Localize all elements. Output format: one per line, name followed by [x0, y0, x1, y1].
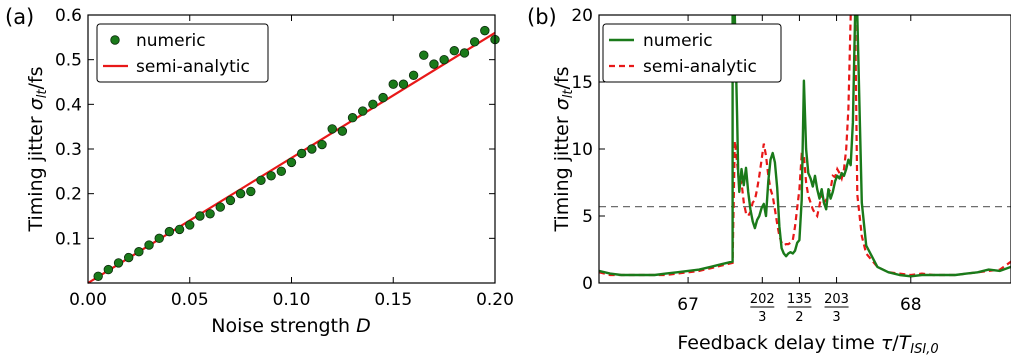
- panel-a-label: (a): [5, 5, 34, 29]
- fraction-numerator: 203: [824, 292, 849, 307]
- panel-a-point-numeric: [235, 188, 246, 199]
- panel-a-point-numeric: [93, 271, 103, 282]
- panel-a-point-numeric: [469, 37, 480, 47]
- panel-a-point-numeric: [398, 79, 409, 89]
- panel-a-y-axis-label: Timing jitter σlt/fs: [25, 67, 50, 233]
- panel-b-y-tick-label: 20: [571, 6, 593, 26]
- panel-a-point-numeric: [408, 70, 419, 81]
- panel-b-label: (b): [527, 5, 557, 29]
- panel-a-point-numeric: [144, 240, 154, 250]
- fraction-denominator: 3: [758, 310, 766, 325]
- panel-a-point-numeric: [276, 166, 287, 177]
- panel-a-legend-box: [96, 23, 269, 83]
- fraction-denominator: 3: [832, 310, 840, 325]
- panel-a-point-numeric: [296, 148, 307, 159]
- panel-a-point-numeric: [174, 224, 185, 235]
- panel-b-legend-label-numeric: numeric: [643, 31, 713, 51]
- panel-b-y-tick-label: 10: [571, 140, 593, 160]
- panel-b-x-tick-label: 68: [900, 295, 922, 315]
- panel-a-y-tick-label: 0.2: [55, 185, 82, 205]
- panel-a-point-numeric: [246, 186, 256, 197]
- panel-b-y-axis-label: Timing jitter σlt/fs: [551, 67, 576, 233]
- panel-b-legend: numeric semi-analytic: [602, 23, 782, 83]
- panel-a-point-numeric: [205, 209, 215, 219]
- panel-b-legend-label-semi-analytic: semi-analytic: [643, 57, 757, 77]
- panel-a-point-numeric: [266, 171, 276, 181]
- panel-a-point-numeric: [103, 264, 114, 275]
- panel-a-point-numeric: [378, 92, 388, 103]
- panel-a-y-tick-label: 0.1: [55, 229, 82, 249]
- panel-a-legend-marker-numeric: [110, 35, 120, 45]
- panel-b-y-tick-label: 15: [571, 73, 593, 93]
- panel-a-point-numeric: [459, 48, 470, 58]
- panel-a-x-tick-label: 0.15: [374, 290, 412, 310]
- panel-a-point-numeric: [449, 46, 460, 56]
- panel-a-point-numeric: [358, 106, 368, 116]
- panel-a-point-numeric: [215, 202, 225, 212]
- panel-a-plot-area: [87, 25, 500, 284]
- panel-a: 0.00 0.05 0.10 0.15 0.20 0.1 0.2 0.3 0.4 0.5 0.6 (…: [5, 5, 514, 337]
- panel-a-point-numeric: [154, 233, 164, 244]
- panel-a-y-tick-label: 0.6: [55, 6, 82, 26]
- panel-a-point-numeric: [113, 258, 124, 268]
- panel-b-legend-box: [602, 23, 782, 83]
- panel-a-point-numeric: [123, 252, 134, 263]
- panel-a-point-numeric: [429, 59, 439, 69]
- panel-a-point-numeric: [419, 50, 429, 60]
- panel-a-point-numeric: [164, 226, 175, 237]
- panel-a-point-numeric: [256, 175, 266, 185]
- panel-b-x-axis-label: Feedback delay time τ/TISI,0: [677, 332, 938, 357]
- panel-a-legend: numeric semi-analytic: [96, 23, 269, 83]
- panel-a-point-numeric: [439, 54, 449, 65]
- panel-a-y-tick-label: 0.3: [55, 140, 82, 160]
- fraction-numerator: 202: [750, 292, 775, 307]
- panel-a-point-numeric: [368, 99, 378, 110]
- panel-a-point-numeric: [317, 139, 327, 150]
- panel-a-x-axis-label: Noise strength D: [211, 315, 370, 337]
- panel-a-point-numeric: [225, 195, 236, 206]
- panel-b-y-tick-label: 5: [582, 207, 593, 227]
- panel-a-point-numeric: [185, 220, 195, 230]
- panel-b-y-tick-label: 0: [582, 274, 593, 294]
- panel-b-x-tick-label: 67: [677, 295, 699, 315]
- panel-a-point-numeric: [195, 211, 205, 221]
- panel-a-point-numeric: [286, 157, 297, 168]
- panel-a-point-numeric: [307, 144, 317, 154]
- panel-a-point-numeric: [388, 79, 398, 89]
- panel-a-x-tick-label: 0.05: [171, 290, 209, 310]
- panel-a-point-numeric: [480, 25, 490, 36]
- panel-a-x-tick-label: 0.20: [476, 290, 514, 310]
- panel-a-point-numeric: [347, 113, 358, 123]
- fraction-numerator: 135: [787, 292, 812, 307]
- panel-a-legend-label-numeric: numeric: [136, 31, 206, 51]
- panel-a-y-tick-label: 0.4: [55, 95, 82, 115]
- panel-a-point-numeric: [134, 247, 144, 257]
- panel-b-series-semi-analytic: [599, 15, 1011, 277]
- panel-a-x-tick-label: 0.00: [69, 290, 107, 310]
- panel-a-x-tick-label: 0.10: [273, 290, 311, 310]
- panel-a-point-numeric: [327, 124, 337, 134]
- panel-a-point-numeric: [337, 126, 348, 136]
- panel-a-y-tick-label: 0.5: [55, 51, 82, 71]
- fraction-denominator: 2: [795, 310, 803, 325]
- panel-a-ticks: 0.00 0.05 0.10 0.15 0.20 0.1 0.2 0.3 0.4 0.5 0.6: [55, 6, 514, 310]
- panel-a-legend-label-semi-analytic: semi-analytic: [136, 57, 250, 77]
